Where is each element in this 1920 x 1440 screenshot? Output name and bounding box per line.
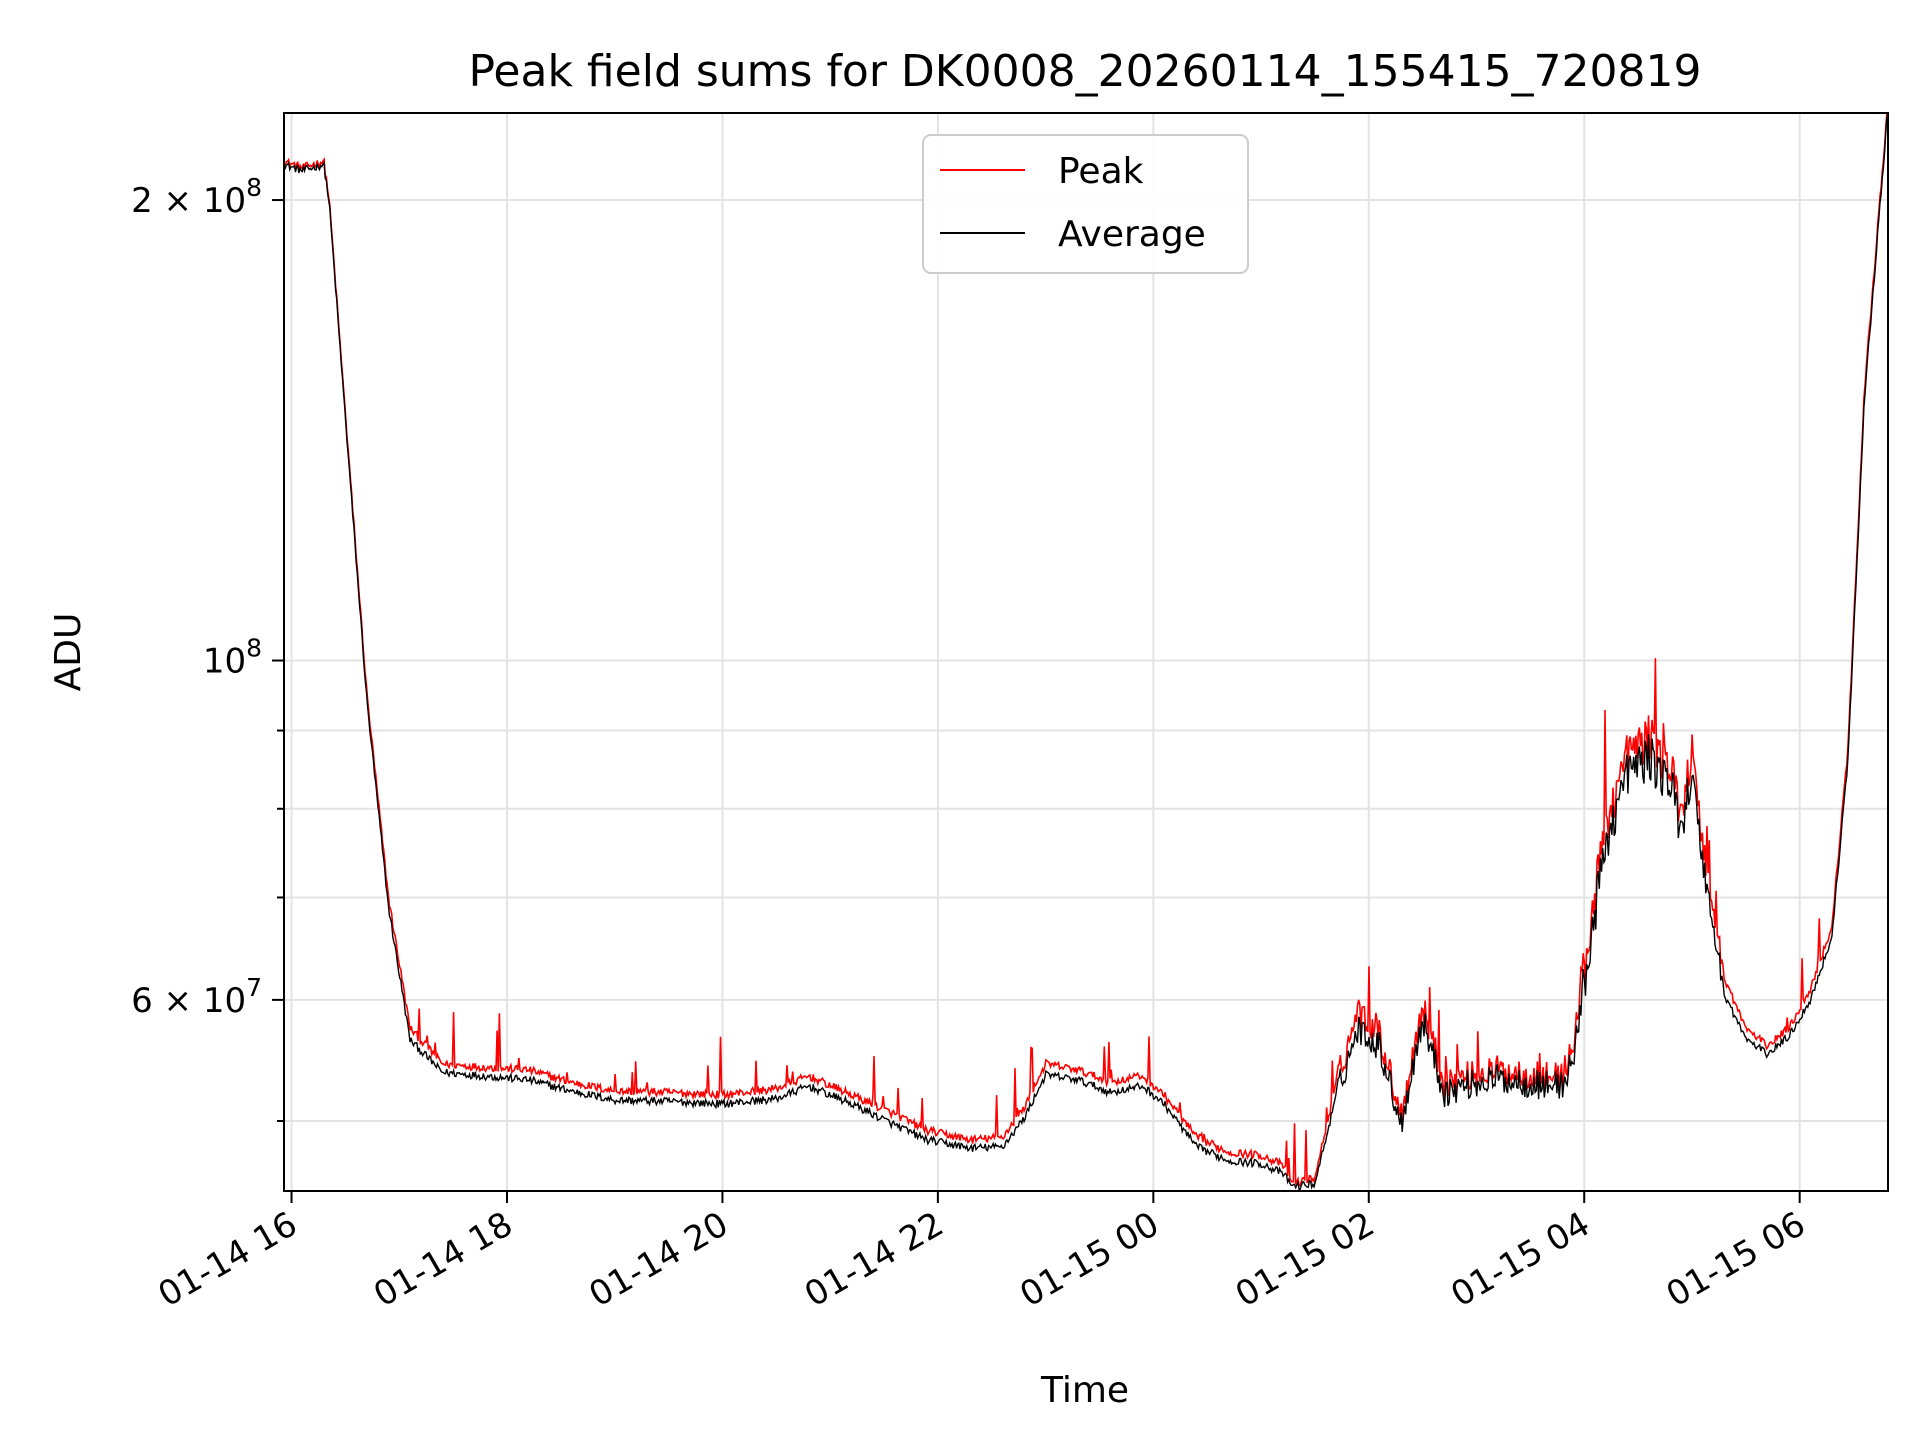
legend-label-average: Average bbox=[1058, 214, 1206, 255]
series-layer bbox=[284, 113, 1888, 1191]
y-axis: 6 × 107 108 2 × 108 bbox=[131, 173, 284, 1123]
y-tick-label: 6 × 107 bbox=[131, 973, 262, 1021]
legend: Peak Average bbox=[922, 134, 1249, 274]
y-axis-label: ADU bbox=[48, 613, 89, 692]
peak-series-line bbox=[284, 113, 1888, 1187]
chart-title: Peak field sums for DK0008_20260114_1554… bbox=[468, 46, 1701, 97]
y-tick-label: 2 × 108 bbox=[131, 173, 262, 221]
x-axis-label: Time bbox=[1040, 1370, 1129, 1411]
average-series-line bbox=[284, 113, 1888, 1191]
y-tick-label: 108 bbox=[203, 634, 262, 682]
plot-frame bbox=[283, 112, 1889, 1192]
legend-label-peak: Peak bbox=[1058, 151, 1144, 192]
